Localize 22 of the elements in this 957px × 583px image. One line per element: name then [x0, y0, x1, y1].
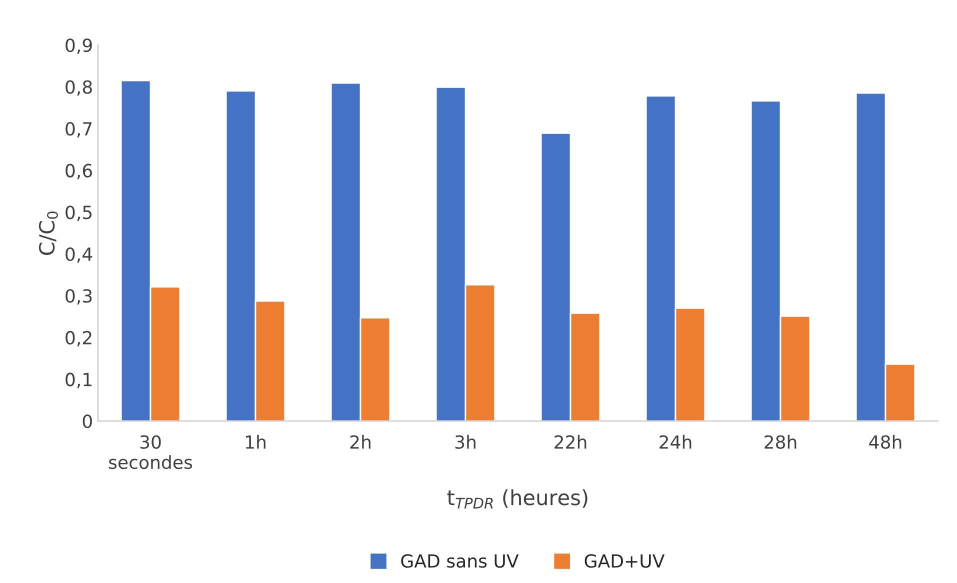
x-tick-label: 28h	[764, 434, 796, 449]
y-axis-title: C/C$_{0}$	[38, 212, 58, 255]
x-tick-label: 48h	[869, 434, 902, 449]
y-tick-label: 0,2	[66, 330, 92, 346]
x-tick-label: 3h	[455, 434, 476, 449]
legend-label: GAD sans UV	[401, 554, 519, 568]
y-tick-label: 0,9	[66, 38, 92, 54]
y-tick-label: 0,1	[66, 372, 92, 388]
y-tick-label: 0,7	[66, 122, 92, 138]
y-tick-label: 0,6	[66, 164, 92, 180]
y-tick-label: 0,3	[66, 289, 92, 305]
x-axis-title: t$_{TPDR}$ (heures)	[447, 489, 588, 508]
y-tick-label: 0,5	[66, 206, 92, 222]
legend-label: GAD+UV	[584, 554, 665, 568]
y-tick-label: 0,4	[66, 247, 92, 263]
x-tick-label: 24h	[660, 434, 692, 449]
y-tick-label: 0,8	[66, 80, 92, 96]
x-tick-label: 2h	[350, 434, 370, 449]
x-tick-label: 22h	[554, 434, 586, 449]
y-tick-label: 0	[82, 414, 92, 428]
x-tick-label: 1h	[246, 434, 266, 449]
x-tick-label: 30 secondes	[109, 435, 192, 470]
